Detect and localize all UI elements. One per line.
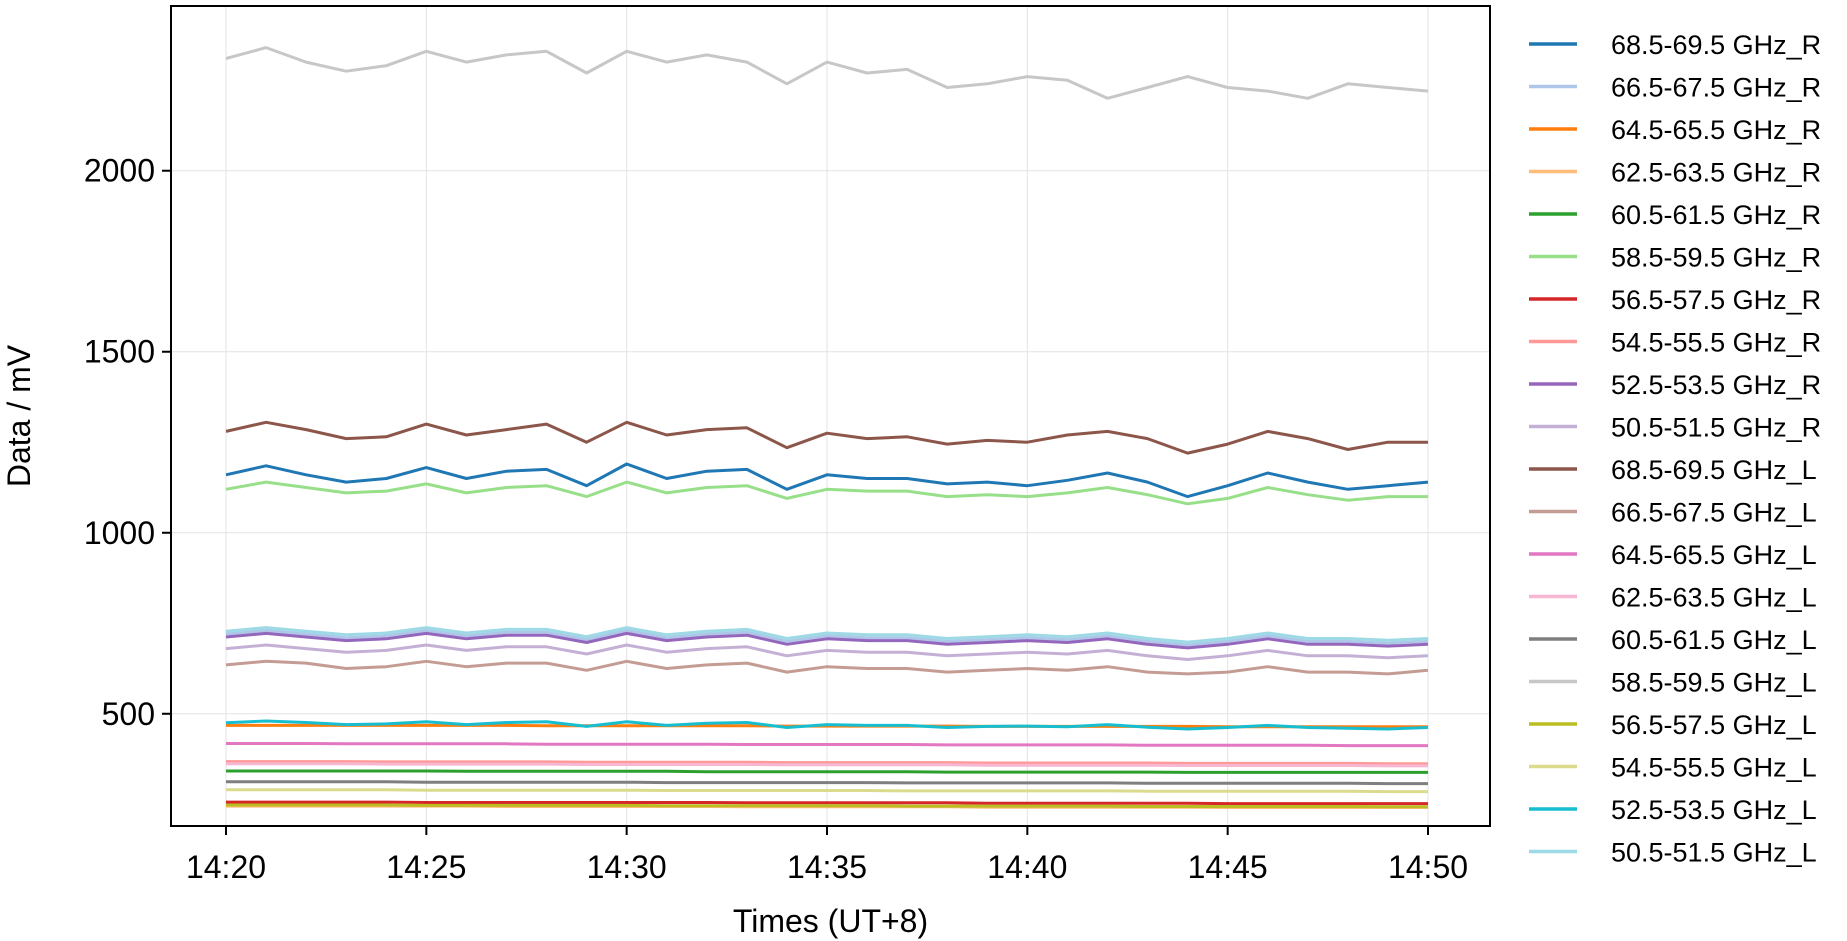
series-line-16 [226, 803, 1428, 809]
legend-label: 50.5-51.5 GHz_L [1611, 838, 1817, 868]
legend-label: 50.5-51.5 GHz_R [1611, 413, 1821, 443]
x-axis-ticks: 14:20 14:25 14:30 14:35 14:40 14:45 14:50 [186, 826, 1468, 885]
legend-entry: 50.5-51.5 GHz_R [1529, 413, 1821, 443]
legend-label: 60.5-61.5 GHz_R [1611, 200, 1821, 230]
y-axis-ticks: 500 1000 1500 2000 [84, 153, 171, 732]
series-line-4 [226, 769, 1428, 774]
y-tick-label: 500 [102, 696, 155, 732]
legend-label: 56.5-57.5 GHz_R [1611, 285, 1821, 315]
y-tick-label: 2000 [84, 153, 155, 189]
series-line-6 [226, 800, 1428, 806]
x-tick-label: 14:25 [386, 849, 466, 885]
legend-entry: 54.5-55.5 GHz_L [1529, 753, 1817, 783]
legend-label: 52.5-53.5 GHz_L [1611, 795, 1817, 825]
series-line-12 [226, 742, 1428, 748]
grid-lines [171, 6, 1490, 826]
legend-entry: 68.5-69.5 GHz_R [1529, 30, 1821, 60]
legend-entry: 68.5-69.5 GHz_L [1529, 455, 1817, 485]
x-tick-label: 14:40 [987, 849, 1067, 885]
series-line-10 [225, 420, 1428, 455]
legend-entry: 56.5-57.5 GHz_R [1529, 285, 1821, 315]
legend-entry: 56.5-57.5 GHz_L [1529, 710, 1817, 740]
y-tick-label: 1000 [84, 515, 155, 551]
legend-label: 64.5-65.5 GHz_L [1611, 540, 1817, 570]
legend-label: 58.5-59.5 GHz_R [1611, 243, 1821, 273]
series-line-9 [225, 643, 1429, 661]
x-tick-label: 14:20 [186, 849, 266, 885]
legend-entry: 52.5-53.5 GHz_L [1529, 795, 1817, 825]
x-tick-label: 14:30 [587, 849, 667, 885]
legend-label: 64.5-65.5 GHz_R [1611, 115, 1821, 145]
legend-entry: 50.5-51.5 GHz_L [1529, 838, 1817, 868]
legend-label: 62.5-63.5 GHz_L [1611, 583, 1817, 613]
x-tick-label: 14:45 [1188, 849, 1268, 885]
legend-entry: 62.5-63.5 GHz_L [1529, 583, 1817, 613]
legend-label: 56.5-57.5 GHz_L [1611, 710, 1817, 740]
legend-label: 62.5-63.5 GHz_R [1611, 158, 1821, 188]
series-line-8 [225, 631, 1429, 650]
legend-label: 68.5-69.5 GHz_R [1611, 30, 1821, 60]
legend-label: 52.5-53.5 GHz_R [1611, 370, 1821, 400]
axes-frame [170, 5, 1491, 827]
series-line-0 [225, 462, 1429, 499]
series-line-5 [225, 480, 1428, 506]
legend-label: 60.5-61.5 GHz_L [1611, 625, 1817, 655]
series-line-18 [225, 719, 1429, 731]
legend-label: 54.5-55.5 GHz_R [1611, 328, 1821, 358]
legend-entry: 60.5-61.5 GHz_L [1529, 625, 1817, 655]
series-line-15 [225, 46, 1429, 100]
legend-label: 66.5-67.5 GHz_R [1611, 73, 1821, 103]
legend: 68.5-69.5 GHz_R 66.5-67.5 GHz_R 64.5-65.5 … [1529, 30, 1821, 868]
legend-entry: 62.5-63.5 GHz_R [1529, 158, 1821, 188]
legend-entry: 60.5-61.5 GHz_R [1529, 200, 1821, 230]
legend-label: 66.5-67.5 GHz_L [1611, 498, 1817, 528]
legend-label: 54.5-55.5 GHz_L [1611, 753, 1817, 783]
y-tick-label: 1500 [84, 334, 155, 370]
legend-entry: 64.5-65.5 GHz_L [1529, 540, 1817, 570]
legend-label: 58.5-59.5 GHz_L [1611, 668, 1817, 698]
series-line-13 [226, 762, 1428, 768]
y-axis-label: Data / mV [1, 344, 37, 487]
legend-entry: 66.5-67.5 GHz_L [1529, 498, 1817, 528]
x-tick-label: 14:35 [787, 849, 867, 885]
legend-entry: 66.5-67.5 GHz_R [1529, 73, 1821, 103]
series-line-11 [225, 659, 1429, 676]
legend-entry: 58.5-59.5 GHz_L [1529, 668, 1817, 698]
x-tick-label: 14:50 [1388, 849, 1468, 885]
series-lines [225, 46, 1429, 809]
legend-entry: 64.5-65.5 GHz_R [1529, 115, 1821, 145]
legend-entry: 58.5-59.5 GHz_R [1529, 243, 1821, 273]
legend-label: 68.5-69.5 GHz_L [1611, 455, 1817, 485]
x-axis-label: Times (UT+8) [733, 903, 928, 939]
legend-entry: 54.5-55.5 GHz_R [1529, 328, 1821, 358]
series-line-17 [226, 788, 1428, 794]
series-line-19 [225, 626, 1429, 644]
legend-entry: 52.5-53.5 GHz_R [1529, 370, 1821, 400]
series-line-14 [226, 780, 1428, 786]
series-line-7 [226, 760, 1428, 766]
series-line-1 [225, 629, 1429, 647]
